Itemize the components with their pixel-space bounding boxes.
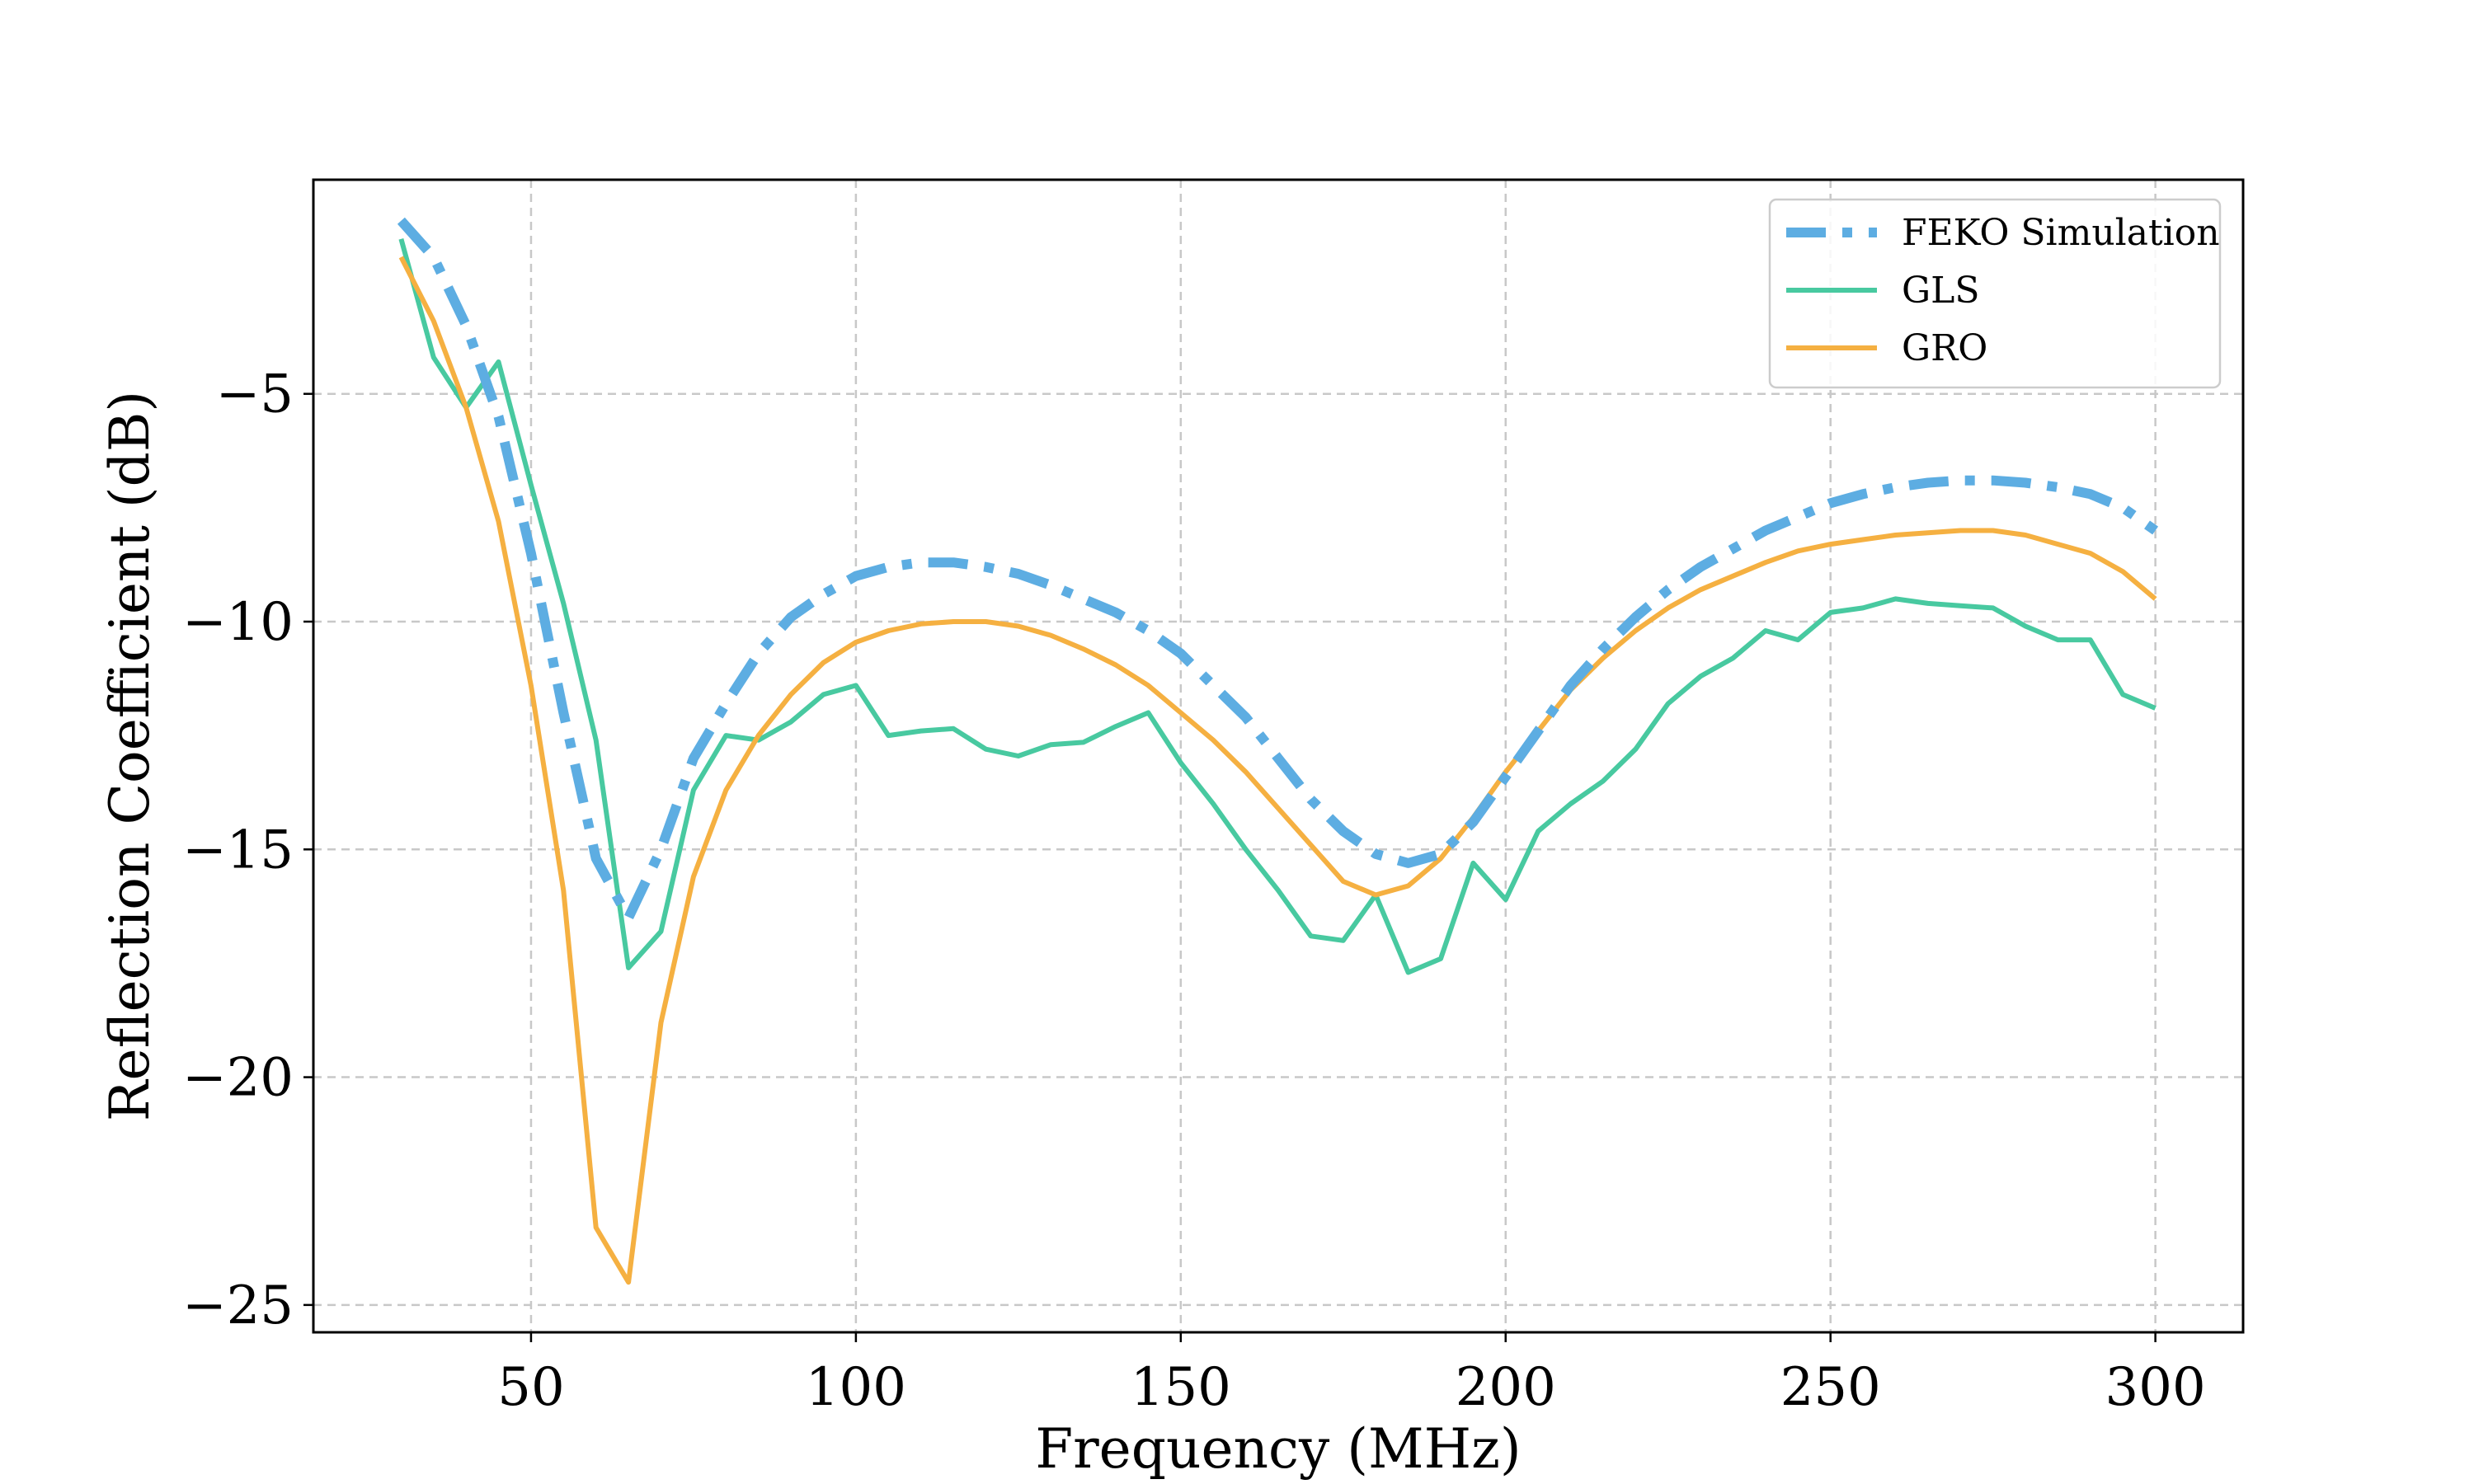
series-layer [397, 217, 2159, 1285]
legend-label-gro: GRO [1902, 327, 1987, 369]
legend-label-gls: GLS [1902, 270, 1980, 312]
y-tick-label: −10 [182, 592, 294, 653]
y-axis-title: Reflection Coefficient (dB) [98, 391, 162, 1121]
y-tick-label: −5 [216, 364, 294, 425]
plot-frame [312, 178, 2245, 1334]
x-tick-label: 200 [1456, 1357, 1556, 1418]
legend-label-feko: FEKO Simulation [1902, 212, 2220, 254]
y-tick-label: −15 [182, 819, 294, 881]
legend: FEKO Simulation GLS GRO [1768, 198, 2222, 389]
legend-box [1768, 198, 2222, 389]
x-tick-label: 50 [497, 1357, 564, 1418]
x-axis-title: Frequency (MHz) [1035, 1417, 1521, 1481]
x-tick-label: 250 [1780, 1357, 1881, 1418]
series-line-gro [398, 256, 2157, 1285]
x-tick-label: 100 [806, 1357, 906, 1418]
y-tick-label: −20 [182, 1048, 294, 1109]
y-tick-label: −25 [182, 1275, 294, 1336]
series-line-gls [398, 238, 2157, 975]
x-tick-label: 300 [2105, 1357, 2206, 1418]
series-line-feko [397, 217, 2159, 923]
grid [313, 180, 2243, 1332]
ticks: 50 100 150 200 250 300 −5 −10 −15 −20 −25 [182, 364, 2206, 1418]
x-tick-label: 150 [1131, 1357, 1231, 1418]
